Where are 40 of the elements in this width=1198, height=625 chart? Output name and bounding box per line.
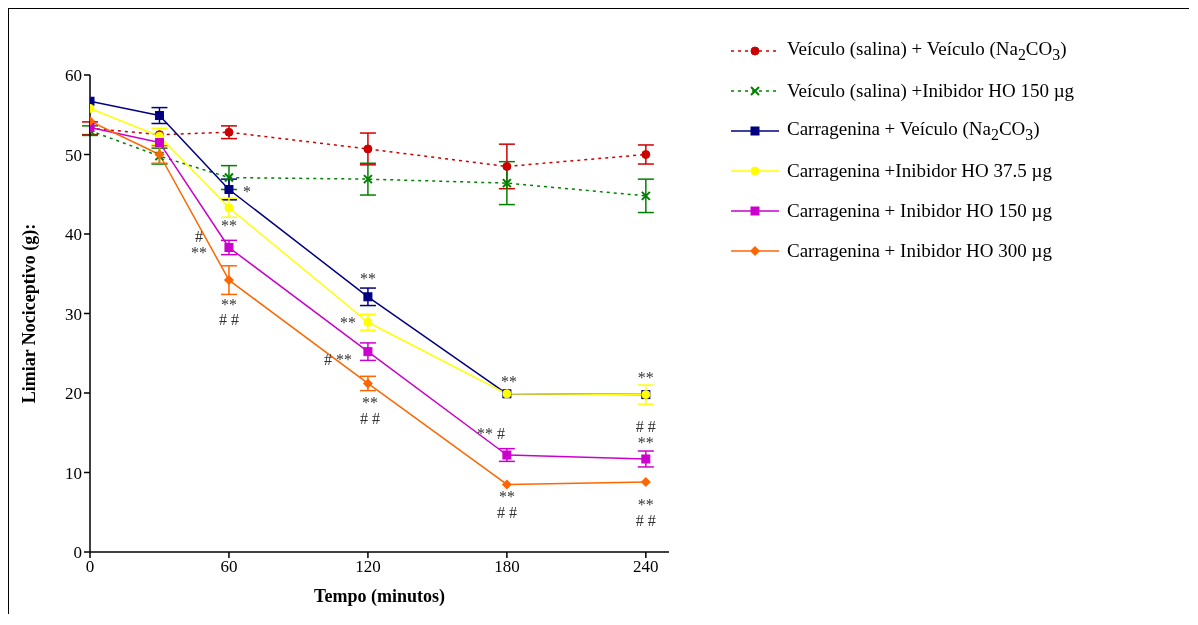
- legend-label: Veículo (salina) +Inibidor HO 150 µg: [787, 80, 1075, 102]
- x-tick-label: 120: [355, 557, 381, 577]
- annotation: ** #: [476, 424, 505, 442]
- annotation: **: [339, 313, 356, 331]
- y-tick-label: 60: [65, 66, 82, 86]
- x-tick-label: 0: [85, 557, 95, 577]
- annotation: # #: [635, 418, 656, 436]
- annotation: **: [190, 244, 207, 262]
- legend-label: Carragenina + Veículo (Na$_{2}$CO$_{3}$): [787, 118, 1040, 144]
- annotation: **: [637, 369, 654, 387]
- annotation: # #: [218, 310, 239, 328]
- x-tick-label: 180: [494, 557, 520, 577]
- annotation: # #: [635, 511, 656, 529]
- legend-label: Carragenina +Inibidor HO 37.5 µg: [787, 160, 1052, 182]
- annotation: #: [194, 228, 203, 246]
- y-tick-label: 30: [65, 304, 82, 324]
- annotation: # #: [359, 409, 380, 427]
- annotation: **: [498, 487, 515, 505]
- annotation: **: [361, 393, 378, 411]
- x-axis-title: Tempo (minutos): [314, 586, 445, 607]
- y-tick-label: 0: [73, 543, 82, 563]
- y-tick-label: 40: [65, 225, 82, 245]
- annotation: **: [637, 495, 654, 513]
- x-tick-label: 240: [633, 557, 659, 577]
- annotation: **: [359, 270, 376, 288]
- legend-label: Veículo (salina) + Veículo (Na$_{2}$CO$_{3}$): [787, 38, 1067, 64]
- y-tick-label: 50: [65, 145, 82, 165]
- annotation: **: [220, 217, 237, 235]
- y-axis-title: Limiar Nociceptivo (g):: [19, 223, 41, 404]
- x-tick-label: 60: [220, 557, 238, 577]
- annotation: # #: [496, 503, 517, 521]
- annotation: **: [500, 373, 517, 391]
- annotation: # **: [323, 351, 352, 369]
- y-tick-label: 20: [65, 384, 82, 404]
- annotation: **: [637, 434, 654, 452]
- annotation: **: [220, 295, 237, 313]
- legend-label: Carragenina + Inibidor HO 150 µg: [787, 200, 1052, 222]
- annotation: *: [242, 182, 251, 200]
- y-tick-label: 10: [65, 463, 82, 483]
- legend-label: Carragenina + Inibidor HO 300 µg: [787, 240, 1052, 262]
